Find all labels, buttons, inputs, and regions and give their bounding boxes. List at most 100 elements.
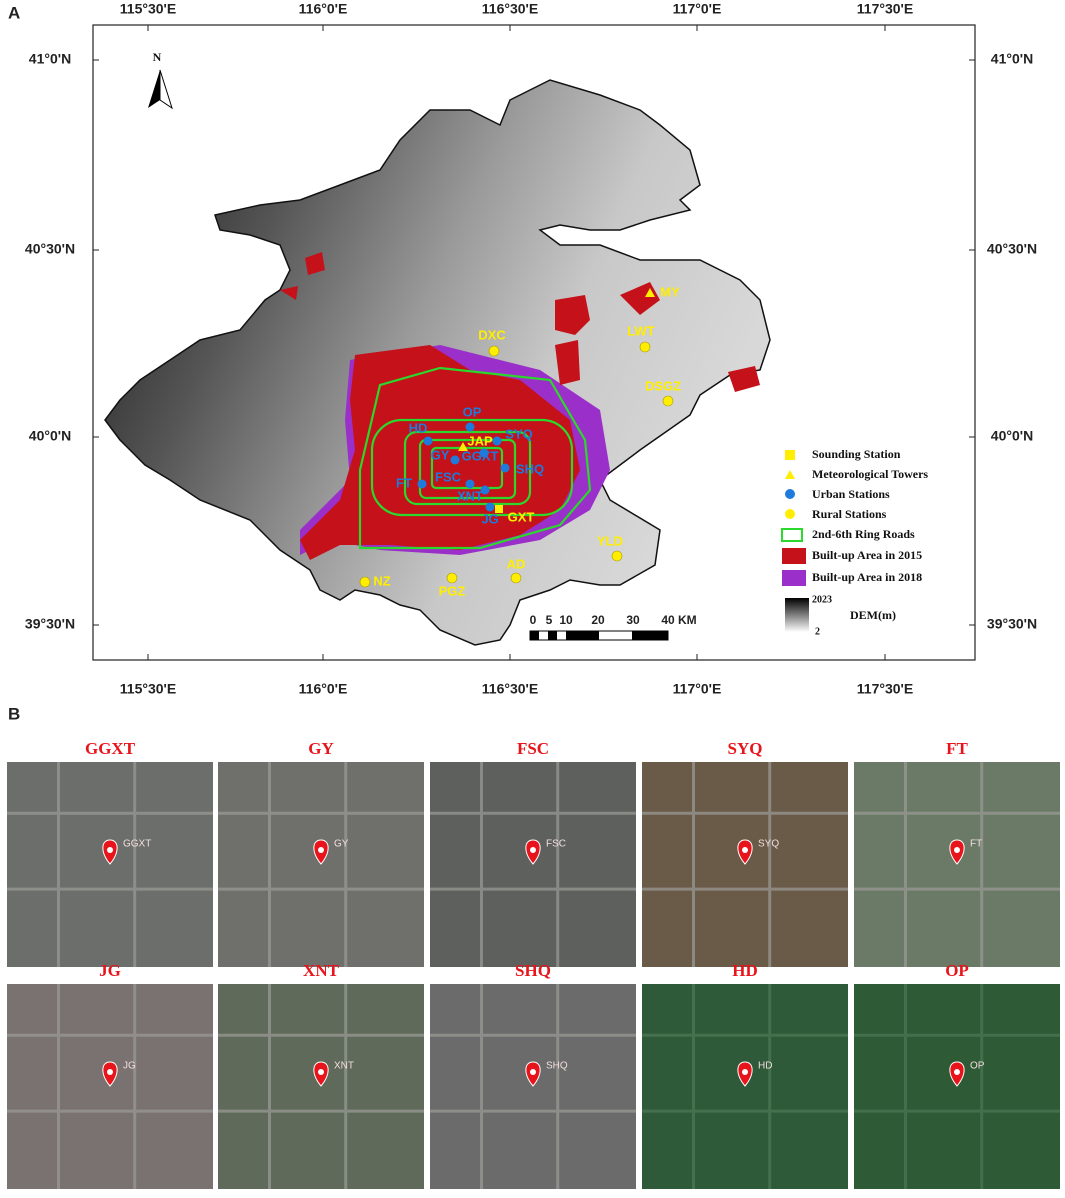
pin-dot (530, 847, 536, 853)
rural-station (510, 572, 522, 584)
station-label: OP (463, 404, 482, 419)
scale-label: 30 (626, 613, 640, 627)
scale-label: 40 KM (661, 613, 696, 627)
legend-label: Built-up Area in 2015 (812, 548, 922, 562)
station-label: AD (507, 556, 526, 571)
tile-roads (7, 984, 213, 1189)
station-label: YLD (597, 533, 623, 548)
tile-roads (218, 762, 424, 967)
dem-min: 2 (815, 626, 820, 637)
lon-label: 117°0'E (673, 681, 722, 697)
station-label: FT (396, 475, 412, 490)
tile-title: XNT (303, 961, 340, 980)
legend-label: 2nd-6th Ring Roads (812, 527, 915, 541)
dem-ramp (785, 598, 809, 632)
tower-station (645, 288, 655, 297)
urban-station (465, 479, 475, 489)
lon-label: 116°0'E (299, 1, 348, 17)
sounding-station (495, 505, 503, 513)
lon-label: 116°0'E (299, 681, 348, 697)
lat-label: 39°30'N (987, 616, 1037, 632)
station-label: LWT (627, 323, 654, 338)
site-tiles: GGXT GGXT GY GY FSC FSC SYQ SYQ FT FT JG JG XNT XNT SH… (7, 739, 1060, 1189)
urban-station (480, 485, 490, 495)
legend-label: Meteorological Towers (812, 467, 928, 481)
station-label: DSGZ (645, 378, 681, 393)
pin-label: FT (970, 839, 982, 850)
station-label: GGXT (462, 448, 499, 463)
pin-dot (954, 1069, 960, 1075)
urban-station (479, 448, 489, 458)
station-label: HD (409, 420, 428, 435)
lat-label: 41°0'N (991, 51, 1033, 67)
legend-symbol (785, 450, 795, 460)
panel-label: B (8, 704, 20, 723)
urban-station (492, 436, 502, 446)
pin-dot (318, 1069, 324, 1075)
panel-label: A (8, 3, 20, 22)
station-label: GY (431, 447, 450, 462)
pin-dot (742, 1069, 748, 1075)
urban-station (500, 463, 510, 473)
tile-roads (642, 984, 848, 1189)
tile-roads (642, 762, 848, 967)
legend-label: Built-up Area in 2018 (812, 570, 922, 584)
pin-label: SYQ (758, 839, 779, 850)
pin-dot (107, 1069, 113, 1075)
rural-station (446, 572, 458, 584)
pin-dot (742, 847, 748, 853)
tile-title: HD (732, 961, 758, 980)
tile-roads (7, 762, 213, 967)
station-label: JAP (467, 433, 493, 448)
legend-label: Urban Stations (812, 487, 890, 501)
station-label: JG (481, 511, 498, 526)
rural-station (488, 345, 500, 357)
north-arrow: N (148, 50, 173, 110)
station-label: GXT (508, 509, 535, 524)
pin-dot (318, 847, 324, 853)
scale-labels: 0 5 10 20 30 40 KM (530, 613, 697, 627)
dem-title: DEM(m) (850, 608, 896, 622)
legend-symbol (785, 489, 795, 499)
station-label: SHQ (516, 461, 544, 476)
rural-station (359, 576, 371, 588)
tile-title: FSC (517, 739, 549, 758)
scale-label: 0 (530, 613, 537, 627)
north-label: N (153, 50, 162, 64)
rural-station (662, 395, 674, 407)
station-label: XNT (457, 488, 483, 503)
lon-label: 117°30'E (857, 681, 913, 697)
legend-symbol (781, 528, 803, 542)
lat-label: 40°30'N (25, 241, 75, 257)
station-label: DXC (478, 327, 506, 342)
lon-label: 117°30'E (857, 1, 913, 17)
coordinate-ticks: 115°30'E 115°30'E 116°0'E 116°0'E 116°30'E 11… (25, 1, 1037, 697)
tile-roads (854, 984, 1060, 1189)
station-label: FSC (435, 469, 462, 484)
scale-bar (529, 630, 669, 641)
urban-station (450, 455, 460, 465)
station-label: PGZ (439, 583, 466, 598)
tower-station (458, 442, 468, 451)
urban-station (465, 422, 475, 432)
lat-label: 41°0'N (29, 51, 71, 67)
pin-dot (954, 847, 960, 853)
tile-roads (430, 762, 636, 967)
tile-title: FT (946, 739, 968, 758)
legend-symbol (785, 470, 795, 479)
urban-station (485, 502, 495, 512)
tile-title: SHQ (515, 961, 551, 980)
pin-dot (107, 847, 113, 853)
pin-label: SHQ (546, 1061, 568, 1072)
lat-label: 40°0'N (991, 428, 1033, 444)
stations: MY DXC LWT DSGZ OP HD SYQ JAP GY GGXT SHQ FT FSC XNT J… (359, 284, 681, 598)
tile-title: GGXT (85, 739, 136, 758)
tile-roads (218, 984, 424, 1189)
lat-label: 39°30'N (25, 616, 75, 632)
pin-label: GGXT (123, 839, 151, 850)
urban-station (423, 436, 433, 446)
legend-symbol (782, 570, 806, 586)
lon-label: 117°0'E (673, 1, 722, 17)
pin-label: GY (334, 839, 349, 850)
